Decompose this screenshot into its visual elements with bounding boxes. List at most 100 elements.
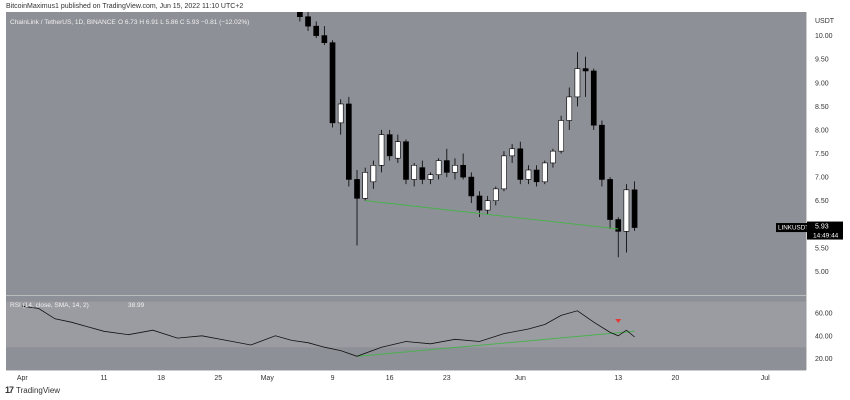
candle-body — [484, 200, 491, 211]
candle-body — [533, 169, 540, 183]
price-tick-label: 8.00 — [815, 127, 829, 134]
time-tick-label: 25 — [214, 375, 222, 382]
candle-body — [574, 68, 581, 98]
time-tick-label: 11 — [100, 375, 107, 382]
time-tick-label: 13 — [614, 375, 622, 382]
candle-body — [378, 134, 385, 166]
time-tick-label: 16 — [386, 375, 394, 382]
rsi-line — [22, 305, 635, 357]
candle — [452, 158, 458, 180]
legend-symbol: ChainLink / TetherUS, 1D, BINANCE — [10, 19, 116, 26]
candle — [533, 165, 540, 187]
candle-body — [525, 169, 532, 180]
candle — [525, 165, 532, 185]
candle-body — [607, 179, 613, 220]
time-tick-label: Apr — [17, 375, 29, 382]
last-price-symbol-box — [776, 223, 807, 233]
candle — [354, 170, 360, 246]
candle — [582, 56, 589, 97]
candle-body — [313, 25, 320, 36]
candle-body — [623, 189, 630, 232]
candle — [590, 68, 597, 130]
candle — [305, 12, 311, 31]
tradingview-logo-icon: 17 — [5, 385, 14, 395]
time-tick-label: 23 — [443, 375, 451, 382]
candle — [329, 40, 336, 128]
price-support-line — [365, 200, 619, 230]
rsi-tick-label: 60.00 — [815, 311, 833, 318]
candle — [476, 191, 483, 218]
candle — [541, 160, 548, 185]
candle-body — [460, 164, 466, 178]
candle-body — [582, 68, 589, 72]
candle-body — [615, 219, 622, 232]
price-tick-label: 7.50 — [815, 151, 829, 158]
candle — [346, 96, 352, 187]
candle — [395, 134, 401, 163]
last-price-box — [807, 221, 843, 240]
time-tick-label: May — [261, 375, 275, 382]
rsi-arrow-marker — [615, 319, 622, 324]
chart-area[interactable]: 5.005.506.006.507.007.508.008.509.009.50… — [0, 12, 850, 384]
candle-body — [370, 164, 377, 183]
candle — [378, 129, 385, 173]
candle — [631, 181, 638, 231]
candle-body — [362, 172, 369, 199]
candle — [574, 52, 581, 107]
candle — [386, 129, 393, 161]
footer-brand: TradingView — [16, 385, 61, 395]
candle-body — [386, 134, 393, 157]
candle-body — [321, 35, 328, 43]
candle — [411, 162, 417, 187]
candle-body — [541, 162, 548, 183]
rsi-band — [6, 301, 806, 348]
candle-body — [566, 96, 573, 121]
candle-body — [297, 12, 303, 18]
price-tick-label: 7.00 — [815, 175, 829, 182]
price-tick-label: 9.00 — [815, 80, 829, 87]
candle-body — [419, 167, 426, 180]
candle — [403, 139, 409, 185]
candle — [435, 158, 442, 180]
candle — [550, 148, 556, 168]
candle-body — [468, 176, 475, 197]
candle — [501, 151, 507, 192]
time-tick-label: 18 — [157, 375, 165, 382]
rsi-axis: 20.00 40.00 60.00 — [815, 311, 833, 364]
price-tick-label: 6.50 — [815, 198, 829, 205]
candle-body — [452, 164, 458, 173]
candle — [492, 186, 499, 206]
candle — [566, 87, 573, 130]
candle-body — [337, 103, 344, 124]
candle-body — [395, 141, 401, 159]
price-tick-label: 5.50 — [815, 245, 829, 252]
candle — [337, 99, 344, 135]
candle-body — [354, 179, 360, 199]
candle — [607, 177, 613, 229]
candle-body — [631, 189, 638, 228]
rsi-support-line — [356, 330, 635, 357]
candle-body — [517, 148, 524, 180]
candle — [460, 153, 466, 180]
time-tick-label: 9 — [331, 375, 335, 382]
candle-body — [346, 103, 352, 180]
candle-body — [403, 141, 409, 180]
rsi-last-value: 38.99 — [128, 302, 145, 309]
candle-body — [558, 120, 564, 152]
candle-body — [329, 42, 336, 124]
candle-body — [550, 150, 556, 164]
price-tick-label: 9.50 — [815, 57, 829, 64]
last-price-countdown: 14:49:44 — [813, 233, 839, 240]
candle — [623, 184, 630, 253]
candle — [599, 120, 605, 187]
candle — [443, 148, 450, 178]
candle-body — [411, 164, 417, 180]
rsi-tick-label: 40.00 — [815, 333, 833, 340]
time-tick-label: Jun — [515, 375, 526, 382]
candle — [297, 12, 303, 22]
candle — [558, 115, 564, 154]
candle — [362, 167, 369, 201]
price-tick-label: 8.50 — [815, 104, 829, 111]
candle — [321, 26, 328, 46]
last-price-symbol: LINKUSDT — [778, 225, 809, 232]
